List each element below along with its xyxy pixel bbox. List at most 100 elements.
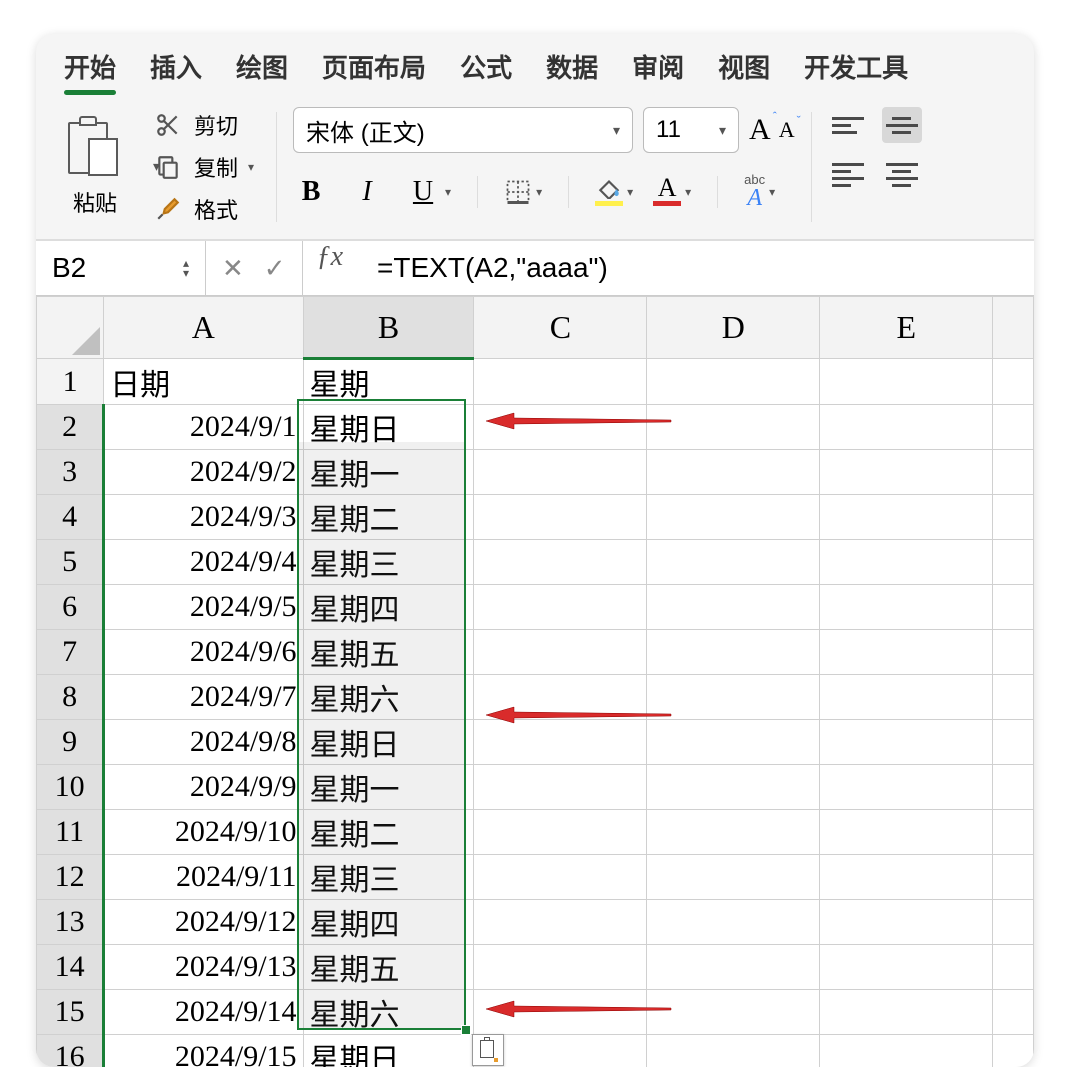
tab-data[interactable]: 数据 bbox=[546, 48, 598, 95]
cell[interactable] bbox=[820, 585, 993, 630]
cell[interactable] bbox=[474, 945, 647, 990]
cell[interactable] bbox=[993, 765, 1034, 810]
cell[interactable]: 2024/9/15 bbox=[104, 1035, 303, 1067]
format-painter-button[interactable]: 格式 bbox=[146, 191, 260, 227]
align-top-button[interactable] bbox=[828, 107, 868, 143]
cell[interactable] bbox=[993, 630, 1034, 675]
increase-font-button[interactable]: Aˆ bbox=[749, 113, 771, 147]
cell[interactable] bbox=[993, 675, 1034, 720]
col-header-D[interactable]: D bbox=[647, 297, 820, 359]
cell[interactable]: 日期 bbox=[104, 359, 303, 405]
cell[interactable]: 星期二 bbox=[303, 495, 474, 540]
cell[interactable] bbox=[820, 630, 993, 675]
cell[interactable] bbox=[647, 630, 820, 675]
cell[interactable]: 星期三 bbox=[303, 540, 474, 585]
row-header[interactable]: 3 bbox=[37, 450, 104, 495]
cell[interactable]: 2024/9/7 bbox=[104, 675, 303, 720]
cell[interactable]: 星期六 bbox=[303, 675, 474, 720]
cell[interactable] bbox=[474, 450, 647, 495]
chevron-down-icon[interactable]: ▾ bbox=[769, 185, 775, 199]
cell[interactable] bbox=[993, 450, 1034, 495]
cell[interactable] bbox=[474, 675, 647, 720]
cell[interactable]: 星期三 bbox=[303, 855, 474, 900]
cell[interactable] bbox=[647, 945, 820, 990]
cancel-formula-icon[interactable]: ✕ bbox=[222, 253, 244, 284]
cell[interactable] bbox=[820, 765, 993, 810]
cell[interactable] bbox=[993, 1035, 1034, 1067]
row-header[interactable]: 9 bbox=[37, 720, 104, 765]
cell[interactable] bbox=[820, 900, 993, 945]
align-middle-button[interactable] bbox=[882, 107, 922, 143]
cell[interactable] bbox=[820, 990, 993, 1035]
tab-review[interactable]: 审阅 bbox=[632, 48, 684, 95]
cell[interactable] bbox=[993, 720, 1034, 765]
cell[interactable]: 2024/9/6 bbox=[104, 630, 303, 675]
row-header[interactable]: 2 bbox=[37, 405, 104, 450]
cell[interactable] bbox=[647, 990, 820, 1035]
cell[interactable]: 星期日 bbox=[303, 405, 474, 450]
cell[interactable] bbox=[993, 359, 1034, 405]
cell[interactable] bbox=[647, 810, 820, 855]
cell[interactable] bbox=[647, 359, 820, 405]
row-header[interactable]: 14 bbox=[37, 945, 104, 990]
chevron-down-icon[interactable]: ▾ bbox=[248, 160, 254, 174]
accept-formula-icon[interactable]: ✓ bbox=[264, 253, 286, 284]
cell[interactable] bbox=[474, 900, 647, 945]
row-header[interactable]: 5 bbox=[37, 540, 104, 585]
cell[interactable] bbox=[647, 720, 820, 765]
tab-draw[interactable]: 绘图 bbox=[236, 48, 288, 95]
cell[interactable] bbox=[474, 585, 647, 630]
cell[interactable] bbox=[474, 765, 647, 810]
cell[interactable] bbox=[820, 450, 993, 495]
name-box-spinner[interactable]: ▴▾ bbox=[183, 258, 189, 278]
cell[interactable] bbox=[820, 540, 993, 585]
cut-button[interactable]: 剪切 bbox=[146, 107, 260, 143]
row-header[interactable]: 4 bbox=[37, 495, 104, 540]
cell[interactable] bbox=[647, 765, 820, 810]
row-header[interactable]: 11 bbox=[37, 810, 104, 855]
decrease-font-button[interactable]: Aˇ bbox=[779, 117, 795, 143]
row-header[interactable]: 7 bbox=[37, 630, 104, 675]
cell[interactable] bbox=[993, 585, 1034, 630]
font-name-select[interactable]: 宋体 (正文) ▾ bbox=[293, 107, 633, 153]
cell[interactable] bbox=[993, 810, 1034, 855]
phonetic-guide-button[interactable]: abc A ▾ bbox=[744, 173, 775, 210]
cell[interactable]: 星期一 bbox=[303, 765, 474, 810]
cell[interactable] bbox=[993, 900, 1034, 945]
cell[interactable] bbox=[647, 900, 820, 945]
cell[interactable]: 2024/9/5 bbox=[104, 585, 303, 630]
cell[interactable] bbox=[474, 720, 647, 765]
cell[interactable] bbox=[820, 720, 993, 765]
cell[interactable]: 星期日 bbox=[303, 1035, 474, 1067]
cell[interactable] bbox=[820, 495, 993, 540]
col-header-E[interactable]: E bbox=[820, 297, 993, 359]
tab-insert[interactable]: 插入 bbox=[150, 48, 202, 95]
cell[interactable] bbox=[474, 540, 647, 585]
cell[interactable]: 2024/9/13 bbox=[104, 945, 303, 990]
cell[interactable] bbox=[820, 675, 993, 720]
cell[interactable] bbox=[647, 675, 820, 720]
cell[interactable]: 2024/9/14 bbox=[104, 990, 303, 1035]
row-header[interactable]: 1 bbox=[37, 359, 104, 405]
cell[interactable] bbox=[474, 855, 647, 900]
row-header[interactable]: 12 bbox=[37, 855, 104, 900]
cell[interactable] bbox=[474, 359, 647, 405]
row-header[interactable]: 16 bbox=[37, 1035, 104, 1067]
chevron-down-icon[interactable]: ▾ bbox=[627, 185, 633, 199]
tab-formulas[interactable]: 公式 bbox=[460, 48, 512, 95]
cell[interactable] bbox=[993, 990, 1034, 1035]
cell[interactable]: 2024/9/8 bbox=[104, 720, 303, 765]
col-header-A[interactable]: A bbox=[104, 297, 303, 359]
tab-developer[interactable]: 开发工具 bbox=[804, 48, 908, 95]
cell[interactable] bbox=[474, 405, 647, 450]
tab-layout[interactable]: 页面布局 bbox=[322, 48, 426, 95]
cell[interactable] bbox=[647, 405, 820, 450]
align-center-button[interactable] bbox=[882, 157, 922, 193]
col-header-partial[interactable] bbox=[993, 297, 1034, 359]
bold-button[interactable]: B bbox=[293, 174, 329, 210]
cell[interactable]: 星期四 bbox=[303, 585, 474, 630]
cell[interactable]: 2024/9/3 bbox=[104, 495, 303, 540]
border-button[interactable]: ▾ bbox=[504, 178, 542, 206]
font-size-select[interactable]: 11 ▾ bbox=[643, 107, 739, 153]
row-header[interactable]: 10 bbox=[37, 765, 104, 810]
